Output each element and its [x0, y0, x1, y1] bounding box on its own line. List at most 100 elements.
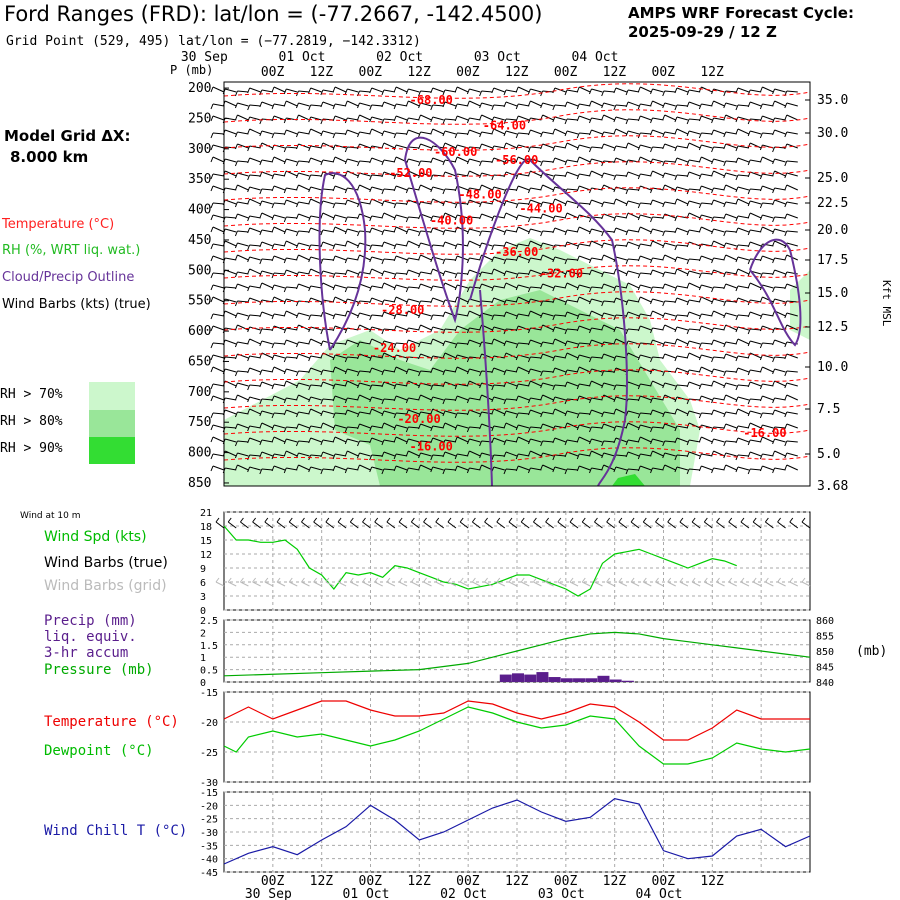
- wind-barb: [344, 199, 359, 206]
- temperature-contour-label: -56.00: [495, 153, 538, 167]
- precip-bar: [560, 678, 573, 682]
- wind-barb: [564, 171, 579, 178]
- wind-barb: [369, 297, 383, 304]
- wind-barb: [466, 158, 481, 165]
- wind-barb: [393, 424, 408, 431]
- grid-wind-barb: [447, 577, 457, 587]
- wind-barb: [210, 115, 225, 122]
- wind-barb: [222, 228, 237, 235]
- wind-barb: [234, 341, 249, 348]
- wind-barb: [479, 283, 493, 290]
- wind-barb: [674, 285, 689, 292]
- wind-barb: [601, 201, 615, 208]
- wind-barb: [247, 454, 261, 461]
- wind-barb: [234, 114, 249, 121]
- wind-barb: [564, 142, 579, 149]
- surface-wind-barb: [569, 517, 579, 529]
- wind-barb: [430, 425, 444, 432]
- wind-barb: [430, 87, 444, 94]
- wind-barb: [271, 383, 286, 390]
- wind-barb: [613, 227, 628, 234]
- surface-wind-barb: [594, 517, 603, 529]
- wind-barb: [601, 131, 615, 138]
- wind-barb: [357, 131, 371, 138]
- wind-barb: [369, 227, 383, 234]
- wind-barb: [674, 437, 689, 444]
- wind-barb: [759, 412, 774, 419]
- wind-barb: [759, 465, 774, 472]
- wind-barb: [234, 300, 249, 307]
- wind-barb: [686, 311, 701, 318]
- wind-barb: [344, 467, 359, 474]
- wind-barb: [369, 116, 383, 123]
- wind-chill-panel-y-tick: -40: [200, 855, 218, 866]
- wind-barb: [784, 370, 798, 377]
- wind-speed-panel-y-tick: 21: [200, 508, 212, 519]
- wind-barb: [613, 116, 628, 123]
- wind-barb: [564, 328, 579, 335]
- top-date-label: 30 Sep: [181, 50, 228, 65]
- wind-barb: [686, 270, 701, 277]
- precip-bar: [524, 674, 537, 682]
- wind-barb: [442, 212, 457, 219]
- wind-barb: [784, 382, 798, 389]
- wind-barb: [381, 258, 395, 265]
- precip-label-3: 3-hr accum: [44, 645, 129, 661]
- wind-barb: [430, 198, 444, 205]
- wind-barb: [772, 216, 786, 223]
- wind-barb: [650, 327, 664, 334]
- wind-barb: [479, 184, 493, 191]
- wind-barb: [466, 438, 481, 445]
- wind-barb: [418, 184, 432, 191]
- wind-barb: [454, 366, 469, 373]
- wind-barb: [564, 468, 579, 475]
- wind-barb: [405, 327, 420, 334]
- wind-barb: [247, 355, 261, 362]
- wind-barb: [784, 213, 798, 220]
- wind-barb: [650, 298, 664, 305]
- wind-barb: [405, 129, 420, 136]
- wind-barb: [650, 216, 664, 223]
- rh90-swatch: [89, 437, 135, 464]
- wind-barb: [698, 132, 713, 139]
- wind-barb: [588, 397, 603, 404]
- wind-barb: [650, 228, 664, 235]
- rh-legend-80: RH > 80%: [0, 414, 63, 429]
- wind-barb: [650, 240, 664, 247]
- wind-barb: [271, 453, 286, 460]
- wind-barb: [381, 212, 396, 219]
- wind-barb: [454, 115, 469, 122]
- wind-barb: [479, 102, 493, 109]
- wind-barb: [552, 256, 566, 263]
- wind-barb: [295, 184, 310, 191]
- wind-barb: [711, 100, 725, 107]
- wind-barb: [295, 271, 310, 278]
- wind-barb: [247, 256, 261, 263]
- surface-wind-barb: [716, 517, 725, 529]
- precip-panel-y-tick: 0.5: [200, 666, 218, 677]
- wind-barb: [552, 367, 567, 374]
- wind-barb: [747, 171, 762, 178]
- wind-barb: [735, 227, 750, 234]
- grid-wind-barb: [691, 577, 701, 587]
- legend-cloud: Cloud/Precip Outline: [2, 270, 135, 285]
- wind-barb: [772, 100, 786, 107]
- wind-barb: [674, 314, 688, 321]
- wind-barb: [344, 240, 359, 247]
- wind-chill-panel-y-tick: -15: [200, 788, 218, 799]
- wind-barb: [747, 229, 762, 236]
- bottom-hour-label: 00Z: [456, 874, 480, 889]
- wind-barb: [308, 408, 322, 415]
- surface-wind-barb: [545, 517, 554, 529]
- wind-barb: [259, 369, 273, 376]
- isotherm-line: [223, 161, 811, 177]
- wind-barb: [405, 426, 420, 433]
- wind-barb: [735, 87, 750, 94]
- wind-barb: [503, 398, 518, 405]
- wind-barb: [564, 89, 579, 96]
- wind-barb: [540, 131, 554, 138]
- wind-barb: [381, 328, 395, 335]
- wind-barb: [405, 450, 420, 457]
- wind-barb: [747, 340, 762, 347]
- wind-barb: [723, 283, 737, 290]
